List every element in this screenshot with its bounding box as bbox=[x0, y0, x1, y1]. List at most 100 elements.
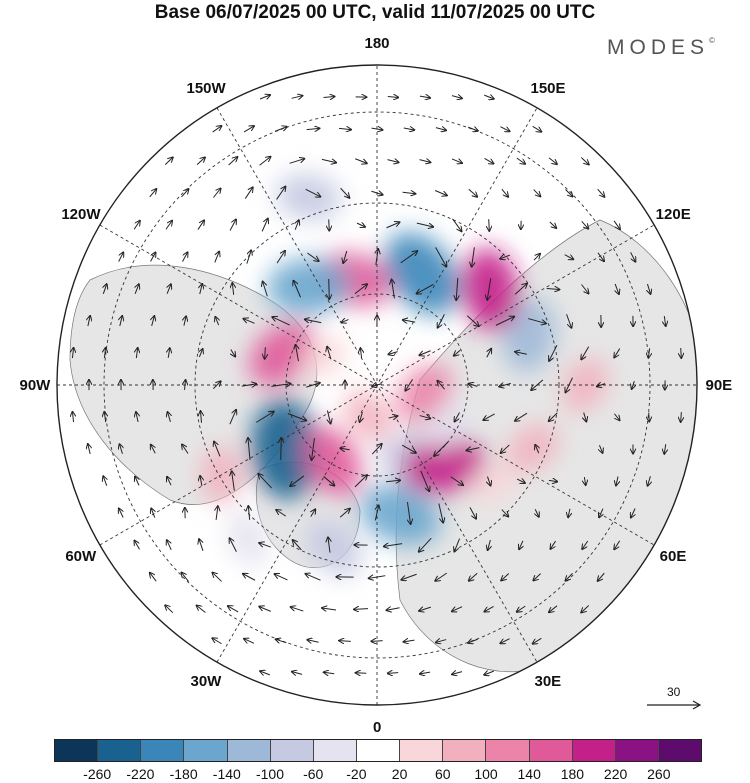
wind-vector-arrow bbox=[517, 605, 526, 612]
wind-vector-arrow bbox=[104, 348, 105, 359]
wind-vector-arrow bbox=[244, 187, 252, 199]
wind-vector-arrow bbox=[248, 506, 249, 520]
wind-vector-arrow bbox=[340, 448, 350, 449]
wind-vector-arrow bbox=[201, 411, 202, 423]
wind-vector-arrow bbox=[246, 250, 251, 264]
wind-vector-arrow bbox=[385, 480, 400, 481]
colorbar-tick-label: 180 bbox=[560, 766, 585, 782]
wind-vector-arrow bbox=[566, 314, 572, 327]
positive-anomaly bbox=[507, 424, 559, 472]
longitude-label-60w: 60W bbox=[65, 547, 97, 565]
wind-vector-arrow bbox=[549, 412, 558, 421]
wind-vector-arrow bbox=[259, 543, 271, 548]
wind-vector-arrow bbox=[376, 249, 378, 265]
wind-vector-arrow bbox=[387, 160, 398, 163]
wind-vector-arrow bbox=[501, 188, 508, 197]
colorbar-segment bbox=[443, 740, 487, 761]
wind-vector-arrow bbox=[386, 222, 400, 229]
wind-vector-arrow bbox=[276, 251, 285, 264]
wind-vector-arrow bbox=[419, 350, 431, 355]
wind-vector-arrow bbox=[216, 506, 218, 520]
wind-vector-arrow bbox=[483, 413, 495, 420]
colorbar-segment bbox=[529, 740, 573, 761]
wind-vector-arrow bbox=[484, 605, 494, 611]
negative-anomaly bbox=[305, 518, 362, 576]
wind-vector-arrow bbox=[72, 412, 73, 423]
wind-vector-arrow bbox=[228, 157, 238, 166]
wind-vector-arrow bbox=[165, 221, 172, 230]
wind-vector-arrow bbox=[231, 349, 235, 357]
wind-vector-arrow bbox=[265, 347, 266, 359]
wind-vector-arrow bbox=[181, 189, 189, 198]
wind-vector-arrow bbox=[501, 573, 510, 581]
longitude-label-30e: 30E bbox=[534, 672, 562, 690]
wind-vector-arrow bbox=[581, 220, 589, 228]
colorbar-tick-label: 60 bbox=[435, 766, 451, 782]
wind-vector-arrow bbox=[229, 219, 236, 231]
wind-vector-arrow bbox=[295, 220, 299, 230]
wind-vector-arrow bbox=[664, 315, 665, 326]
wind-vector-arrow bbox=[184, 316, 186, 326]
wind-vector-arrow bbox=[263, 282, 268, 297]
wind-vector-arrow bbox=[614, 348, 621, 358]
wind-vector-arrow bbox=[340, 187, 350, 198]
wind-vector-arrow bbox=[388, 416, 398, 418]
vector-reference-arrow bbox=[647, 700, 702, 710]
wind-vector-arrow bbox=[516, 157, 525, 164]
wind-vector-arrow bbox=[292, 672, 303, 675]
wind-vector-arrow bbox=[565, 377, 573, 393]
wind-vector-arrow bbox=[167, 284, 171, 294]
wind-vector-arrow bbox=[549, 221, 556, 228]
wind-vector-arrow bbox=[312, 438, 315, 460]
wind-vector-arrow bbox=[258, 474, 272, 489]
wind-vector-arrow bbox=[487, 349, 491, 358]
longitude-label-150e: 150E bbox=[530, 80, 566, 98]
wind-vector-arrow bbox=[599, 508, 603, 518]
wind-vector-arrow bbox=[212, 573, 222, 582]
positive-anomaly bbox=[469, 464, 517, 502]
wind-vector-arrow bbox=[199, 539, 203, 551]
wind-vector-arrow bbox=[354, 284, 367, 295]
colorbar-tick-label: -20 bbox=[346, 766, 367, 782]
wind-vector-arrow bbox=[276, 510, 287, 517]
wind-vector-arrow bbox=[354, 609, 369, 610]
wind-vector-arrow bbox=[296, 345, 299, 362]
wind-vector-arrow bbox=[293, 281, 301, 298]
wind-vector-arrow bbox=[275, 574, 288, 581]
wind-vector-arrow bbox=[500, 638, 510, 644]
colorbar-segment bbox=[141, 740, 185, 761]
wind-vector-arrow bbox=[311, 509, 316, 517]
wind-vector-arrow bbox=[451, 159, 462, 163]
wind-vector-arrow bbox=[434, 190, 447, 196]
positive-anomaly bbox=[402, 435, 486, 494]
wind-vector-arrow bbox=[533, 573, 541, 581]
wind-vector-arrow bbox=[182, 445, 189, 454]
wind-vector-arrow bbox=[386, 608, 400, 610]
colorbar-segment bbox=[658, 740, 702, 761]
colorbar-segment bbox=[98, 740, 142, 761]
wind-vector-arrow bbox=[371, 191, 382, 194]
wind-vector-arrow bbox=[200, 284, 203, 295]
wind-vector-arrow bbox=[271, 384, 290, 387]
wind-vector-arrow bbox=[103, 284, 106, 294]
wind-vector-arrow bbox=[260, 671, 271, 675]
wind-vector-arrow bbox=[259, 607, 271, 612]
wind-vector-arrow bbox=[371, 444, 381, 455]
polar-map bbox=[56, 64, 702, 710]
wind-vector-arrow bbox=[500, 255, 511, 259]
wind-vector-arrow bbox=[88, 316, 90, 327]
wind-vector-arrow bbox=[384, 544, 403, 547]
wind-vector-arrow bbox=[355, 158, 367, 164]
wind-vector-arrow bbox=[230, 538, 237, 552]
wind-vector-arrow bbox=[104, 412, 105, 423]
wind-vector-arrow bbox=[437, 381, 445, 390]
wind-vector-arrow bbox=[199, 349, 202, 358]
wind-vector-arrow bbox=[329, 219, 330, 230]
wind-vector-arrow bbox=[434, 441, 449, 456]
wind-vector-arrow bbox=[450, 476, 463, 485]
wind-vector-arrow bbox=[531, 379, 544, 390]
wind-vector-arrow bbox=[306, 128, 320, 129]
wind-vector-arrow bbox=[372, 384, 382, 386]
wind-vector-arrow bbox=[356, 223, 365, 227]
colorbar-tick-label: 100 bbox=[474, 766, 498, 782]
